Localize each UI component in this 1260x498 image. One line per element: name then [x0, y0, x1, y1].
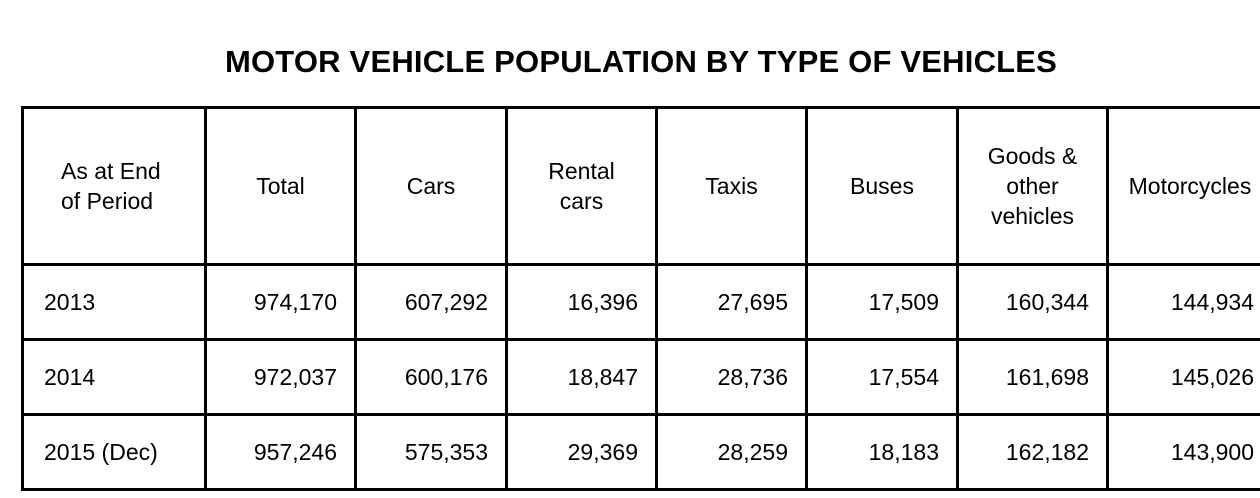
cell-taxis: 27,695 [655, 263, 808, 341]
cell-taxis: 28,259 [655, 413, 808, 491]
column-header-period: As at End of Period [21, 106, 207, 266]
column-header-buses: Buses [805, 106, 959, 266]
column-header-goods-other-vehicles: Goods & other vehicles [956, 106, 1109, 266]
cell-rental-cars: 16,396 [505, 263, 658, 341]
header-line: Total [256, 173, 305, 199]
table-row: 2015 (Dec) 957,246 575,353 29,369 28,259… [21, 413, 1260, 491]
header-line: of Period [61, 188, 154, 214]
cell-period: 2014 [21, 338, 207, 416]
table-row: 2014 972,037 600,176 18,847 28,736 17,55… [21, 338, 1260, 416]
cell-goods-other-vehicles: 162,182 [956, 413, 1109, 491]
cell-taxis: 28,736 [655, 338, 808, 416]
cell-total: 974,170 [204, 263, 357, 341]
cell-total: 957,246 [204, 413, 357, 491]
table-row: 2013 974,170 607,292 16,396 27,695 17,50… [21, 263, 1260, 341]
page-title: MOTOR VEHICLE POPULATION BY TYPE OF VEHI… [224, 44, 1058, 79]
header-line: Motorcycles [1128, 173, 1252, 199]
header-line: other [1006, 173, 1059, 199]
cell-period: 2013 [21, 263, 207, 341]
cell-buses: 18,183 [805, 413, 959, 491]
cell-period: 2015 (Dec) [21, 413, 207, 491]
cell-total: 972,037 [204, 338, 357, 416]
cell-motorcycles: 143,900 [1106, 413, 1260, 491]
cell-rental-cars: 18,847 [505, 338, 658, 416]
cell-goods-other-vehicles: 161,698 [956, 338, 1109, 416]
cell-goods-other-vehicles: 160,344 [956, 263, 1109, 341]
header-line: cars [559, 188, 604, 214]
header-line: Cars [406, 173, 456, 199]
column-header-motorcycles: Motorcycles [1106, 106, 1260, 266]
cell-cars: 575,353 [354, 413, 508, 491]
cell-cars: 600,176 [354, 338, 508, 416]
header-row: As at End of Period Total Cars Rental cars… [21, 106, 1260, 266]
cell-rental-cars: 29,369 [505, 413, 658, 491]
header-line: Goods & [987, 143, 1078, 169]
cell-motorcycles: 144,934 [1106, 263, 1260, 341]
column-header-rental-cars: Rental cars [505, 106, 658, 266]
vehicle-population-table: As at End of Period Total Cars Rental cars… [21, 106, 1260, 491]
header-line: Taxis [705, 173, 758, 199]
header-line: Buses [850, 173, 914, 199]
column-header-cars: Cars [354, 106, 508, 266]
column-header-taxis: Taxis [655, 106, 808, 266]
header-line: As at End [61, 158, 161, 184]
column-header-total: Total [204, 106, 357, 266]
cell-buses: 17,554 [805, 338, 959, 416]
cell-buses: 17,509 [805, 263, 959, 341]
cell-cars: 607,292 [354, 263, 508, 341]
header-line: vehicles [990, 203, 1075, 229]
header-line: Rental [548, 158, 615, 184]
cell-motorcycles: 145,026 [1106, 338, 1260, 416]
